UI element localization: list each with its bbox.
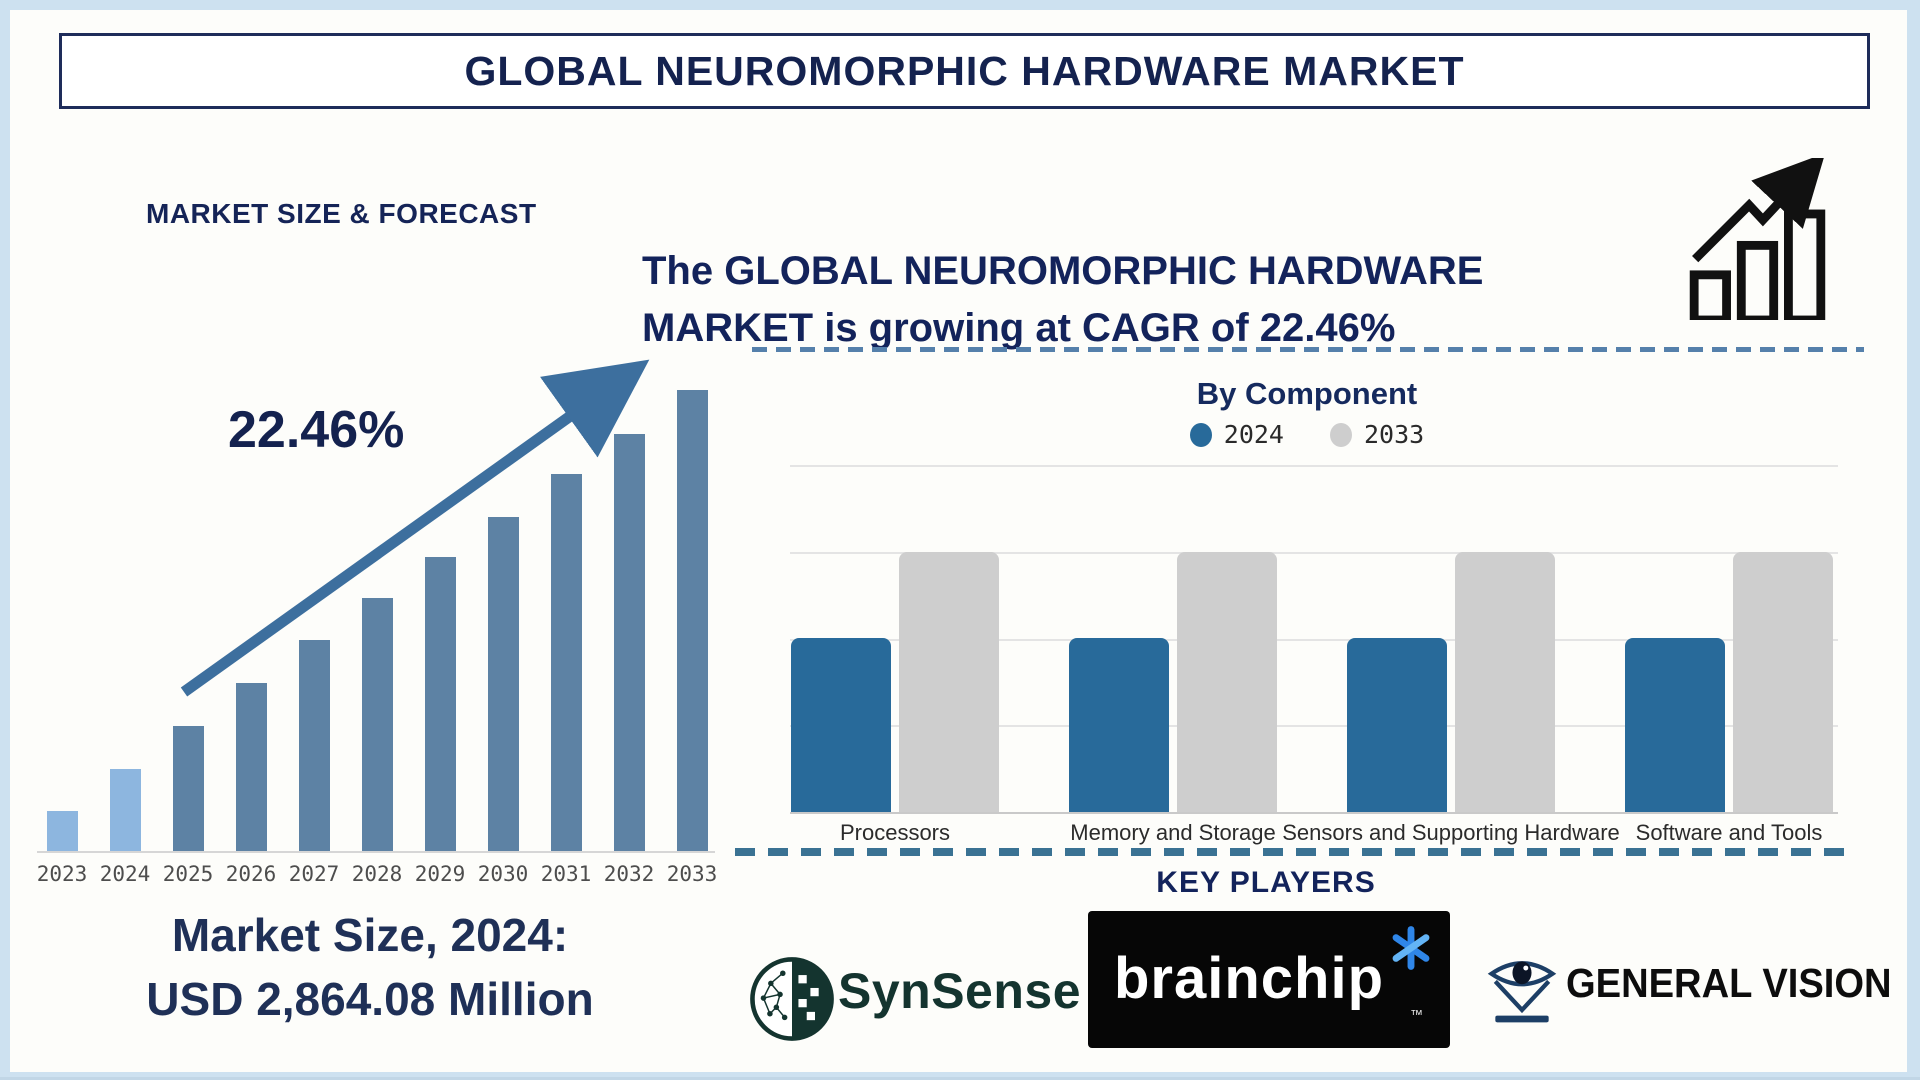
component-label-memory-and-storage: Memory and Storage: [1070, 820, 1276, 845]
forecast-bar-2030: [488, 517, 519, 851]
component-label-processors: Processors: [839, 820, 951, 845]
cagr-statement-line1: The GLOBAL NEUROMORPHIC HARDWARE: [642, 249, 1484, 293]
brainchip-logo-text: brainchip: [1114, 946, 1385, 1011]
component-label-sensors-and-supporting-hardware: Sensors and Supporting Hardware: [1282, 820, 1620, 845]
component-bar-2024-processors: [791, 638, 891, 812]
year-tick-2026: 2026: [225, 862, 277, 886]
year-tick-2028: 2028: [351, 862, 403, 886]
legend-dot-2033: [1330, 422, 1352, 447]
dashed-divider-top: [752, 347, 1864, 352]
forecast-bar-2028: [362, 598, 393, 851]
forecast-bar-2031: [551, 474, 582, 851]
year-tick-2023: 2023: [36, 862, 88, 886]
right-chart-gridline: [790, 639, 1838, 641]
by-component-title: By Component: [1196, 376, 1418, 411]
synsense-brain-icon: [750, 957, 834, 1041]
legend-label-2033: 2033: [1364, 420, 1425, 449]
component-bar-2033-software-and-tools: [1733, 552, 1833, 812]
cagr-statement: The GLOBAL NEUROMORPHIC HARDWARE MARKET …: [642, 243, 1652, 357]
header-title-box: GLOBAL NEUROMORPHIC HARDWARE MARKET: [59, 33, 1870, 109]
right-chart-gridline: [790, 725, 1838, 727]
growth-bars-icon: [1689, 158, 1826, 320]
year-tick-2029: 2029: [414, 862, 466, 886]
legend-dot-2024: [1189, 422, 1212, 447]
year-tick-2031: 2031: [540, 862, 592, 886]
forecast-bar-2027: [299, 640, 330, 851]
component-bar-2024-software-and-tools: [1625, 638, 1725, 812]
dashed-divider-bottom: [735, 848, 1850, 856]
legend-label-2024: 2024: [1223, 420, 1284, 449]
component-bar-2024-sensors-and-supporting-hardware: [1347, 638, 1447, 812]
component-label-software-and-tools: Software and Tools: [1635, 820, 1823, 845]
growth-trend-arrow: [180, 359, 650, 697]
left-chart-axis: [37, 851, 715, 853]
year-tick-2033: 2033: [666, 862, 718, 886]
forecast-bar-2023: [47, 811, 78, 851]
market-size-line1: Market Size, 2024:: [171, 909, 569, 961]
brainchip-spark-icon: [1392, 926, 1430, 970]
year-tick-2024: 2024: [99, 862, 151, 886]
forecast-bar-2025: [173, 726, 204, 851]
right-chart-gridline: [790, 552, 1838, 554]
right-chart-gridline: [790, 812, 1838, 814]
year-tick-2025: 2025: [162, 862, 214, 886]
forecast-bar-2029: [425, 557, 456, 851]
legend-item-2024: 2024: [1189, 420, 1284, 449]
cagr-statement-line2: MARKET is growing at CAGR of 22.46%: [642, 306, 1396, 350]
forecast-bar-2024: [110, 769, 141, 851]
forecast-bar-2032: [614, 434, 645, 851]
market-size-forecast-heading: MARKET SIZE & FORECAST: [146, 198, 537, 229]
right-chart-gridline: [790, 465, 1838, 467]
general-vision-logo-text: GENERAL VISION: [1566, 960, 1892, 1006]
component-bar-2033-sensors-and-supporting-hardware: [1455, 552, 1555, 812]
year-tick-2027: 2027: [288, 862, 340, 886]
brainchip-logo: brainchip ™: [1088, 911, 1450, 1048]
page-title: GLOBAL NEUROMORPHIC HARDWARE MARKET: [464, 47, 1465, 94]
by-component-legend: 2024 2033: [1107, 420, 1507, 449]
general-vision-eye-icon: [1487, 961, 1557, 1023]
year-tick-2030: 2030: [477, 862, 529, 886]
legend-item-2033: 2033: [1330, 420, 1424, 449]
cagr-value-label: 22.46%: [228, 401, 405, 459]
year-tick-2032: 2032: [603, 862, 655, 886]
forecast-bar-2026: [236, 683, 267, 851]
component-bar-2033-processors: [899, 552, 999, 812]
background-panel: [10, 10, 1907, 1072]
component-bar-2024-memory-and-storage: [1069, 638, 1169, 812]
brainchip-trademark: ™: [1410, 1007, 1423, 1022]
component-bar-2033-memory-and-storage: [1177, 552, 1277, 812]
key-players-heading: KEY PLAYERS: [1156, 866, 1376, 899]
forecast-bar-2033: [677, 390, 708, 851]
synsense-logo-text: SynSense: [838, 963, 1082, 1019]
market-size-line2: USD 2,864.08 Million: [146, 973, 594, 1025]
